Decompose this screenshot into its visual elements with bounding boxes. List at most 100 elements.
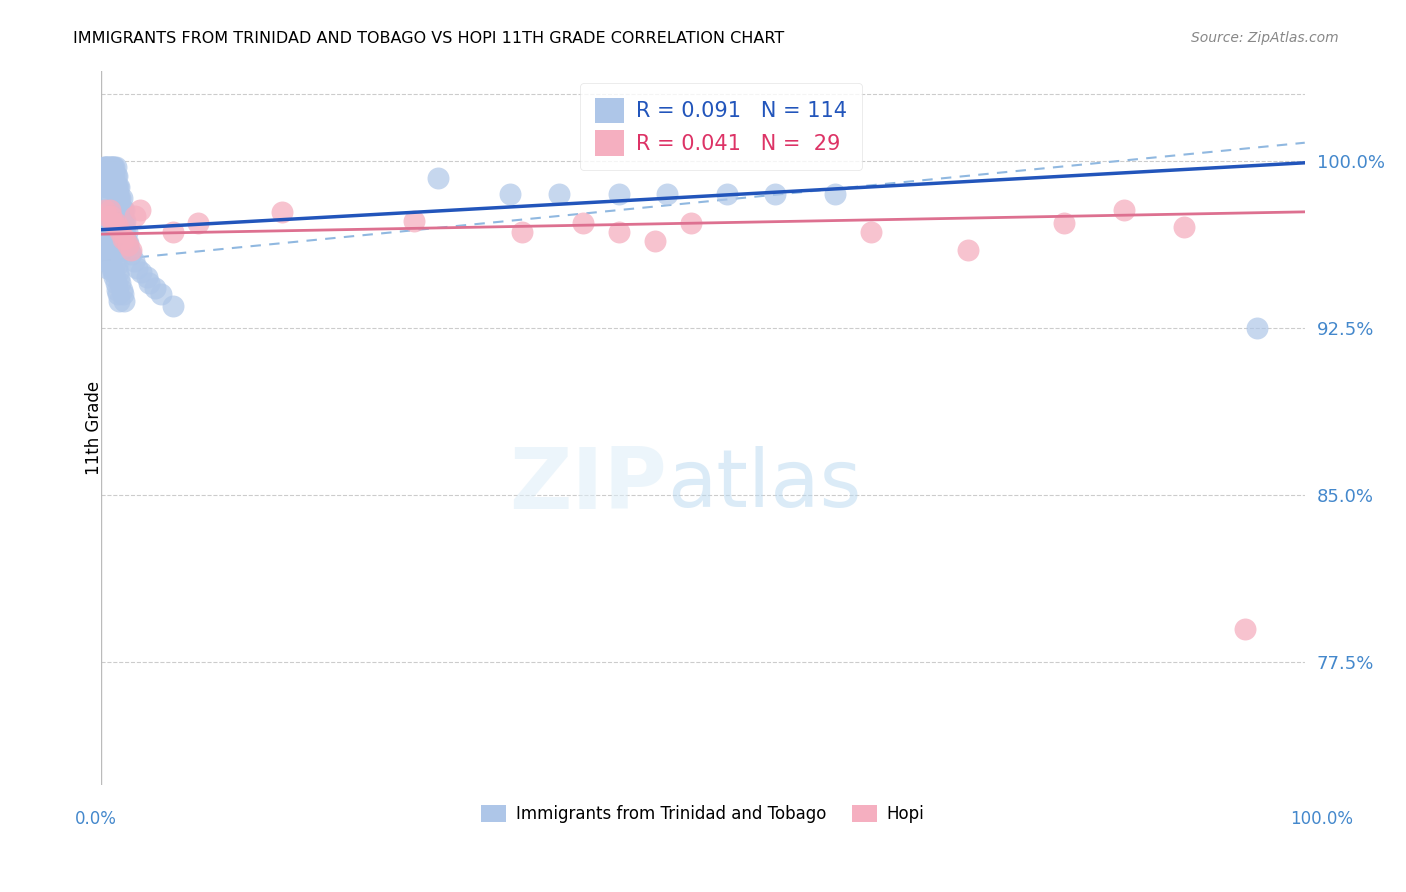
Point bbox=[128, 202, 150, 217]
Point bbox=[105, 283, 128, 297]
Point bbox=[136, 269, 159, 284]
Point bbox=[120, 243, 142, 257]
Point bbox=[1246, 321, 1268, 335]
Point bbox=[108, 202, 131, 217]
Point bbox=[101, 260, 124, 275]
Point bbox=[186, 216, 208, 230]
Point bbox=[427, 171, 450, 186]
Point bbox=[107, 220, 129, 235]
Point bbox=[107, 287, 129, 301]
Point bbox=[97, 161, 120, 175]
Point bbox=[94, 161, 117, 175]
Point bbox=[1173, 220, 1195, 235]
Point bbox=[96, 180, 118, 194]
Point bbox=[97, 169, 120, 184]
Point bbox=[93, 161, 115, 175]
Point bbox=[93, 198, 115, 212]
Point bbox=[117, 238, 139, 252]
Point bbox=[108, 269, 131, 284]
Point bbox=[104, 161, 127, 175]
Point bbox=[101, 180, 124, 194]
Point bbox=[98, 202, 121, 217]
Point bbox=[103, 169, 125, 184]
Point bbox=[108, 192, 131, 206]
Point bbox=[97, 220, 120, 235]
Text: 100.0%: 100.0% bbox=[1291, 810, 1353, 828]
Point bbox=[105, 180, 128, 194]
Point bbox=[111, 202, 134, 217]
Point bbox=[96, 238, 118, 252]
Point bbox=[94, 210, 117, 224]
Point bbox=[824, 187, 846, 202]
Point bbox=[127, 260, 149, 275]
Point bbox=[111, 225, 134, 239]
Point bbox=[98, 225, 121, 239]
Point bbox=[679, 216, 702, 230]
Point bbox=[607, 187, 630, 202]
Point bbox=[124, 210, 146, 224]
Point bbox=[100, 254, 122, 268]
Point bbox=[94, 202, 117, 217]
Point bbox=[104, 169, 127, 184]
Point bbox=[98, 192, 121, 206]
Point bbox=[145, 281, 167, 295]
Point bbox=[499, 187, 522, 202]
Text: Source: ZipAtlas.com: Source: ZipAtlas.com bbox=[1191, 31, 1339, 45]
Point bbox=[716, 187, 738, 202]
Point bbox=[94, 254, 117, 268]
Legend: Immigrants from Trinidad and Tobago, Hopi: Immigrants from Trinidad and Tobago, Hop… bbox=[475, 798, 931, 830]
Point bbox=[111, 283, 134, 297]
Point bbox=[104, 180, 127, 194]
Point bbox=[93, 220, 115, 235]
Point bbox=[96, 161, 118, 175]
Point bbox=[115, 236, 138, 251]
Point bbox=[111, 232, 134, 246]
Point bbox=[111, 287, 134, 301]
Point bbox=[100, 169, 122, 184]
Point bbox=[547, 187, 569, 202]
Point bbox=[98, 250, 121, 264]
Point bbox=[110, 192, 132, 206]
Point bbox=[96, 216, 118, 230]
Point bbox=[105, 192, 128, 206]
Point bbox=[105, 169, 128, 184]
Point bbox=[103, 180, 125, 194]
Point bbox=[117, 236, 139, 251]
Point bbox=[110, 214, 132, 228]
Point bbox=[94, 169, 117, 184]
Point bbox=[655, 187, 678, 202]
Point bbox=[111, 214, 134, 228]
Point bbox=[100, 180, 122, 194]
Point bbox=[114, 236, 136, 251]
Point bbox=[763, 187, 786, 202]
Point bbox=[98, 180, 121, 194]
Point bbox=[111, 202, 134, 217]
Point bbox=[110, 225, 132, 239]
Text: ZIP: ZIP bbox=[509, 443, 666, 527]
Point bbox=[105, 259, 128, 273]
Text: atlas: atlas bbox=[666, 446, 862, 524]
Y-axis label: 11th Grade: 11th Grade bbox=[86, 381, 103, 475]
Point bbox=[107, 202, 129, 217]
Point bbox=[94, 176, 117, 190]
Point bbox=[404, 214, 426, 228]
Point bbox=[114, 232, 136, 246]
Point bbox=[1053, 216, 1076, 230]
Point bbox=[103, 161, 125, 175]
Point bbox=[111, 214, 134, 228]
Point bbox=[111, 192, 134, 206]
Point bbox=[107, 192, 129, 206]
Point bbox=[607, 225, 630, 239]
Point bbox=[100, 232, 122, 246]
Point bbox=[104, 277, 127, 291]
Point bbox=[104, 254, 127, 268]
Point bbox=[107, 265, 129, 279]
Point bbox=[1114, 202, 1136, 217]
Point bbox=[118, 243, 141, 257]
Point bbox=[98, 161, 121, 175]
Point bbox=[112, 293, 135, 308]
Point bbox=[512, 225, 534, 239]
Point bbox=[162, 298, 184, 313]
Point bbox=[114, 214, 136, 228]
Text: IMMIGRANTS FROM TRINIDAD AND TOBAGO VS HOPI 11TH GRADE CORRELATION CHART: IMMIGRANTS FROM TRINIDAD AND TOBAGO VS H… bbox=[73, 31, 785, 46]
